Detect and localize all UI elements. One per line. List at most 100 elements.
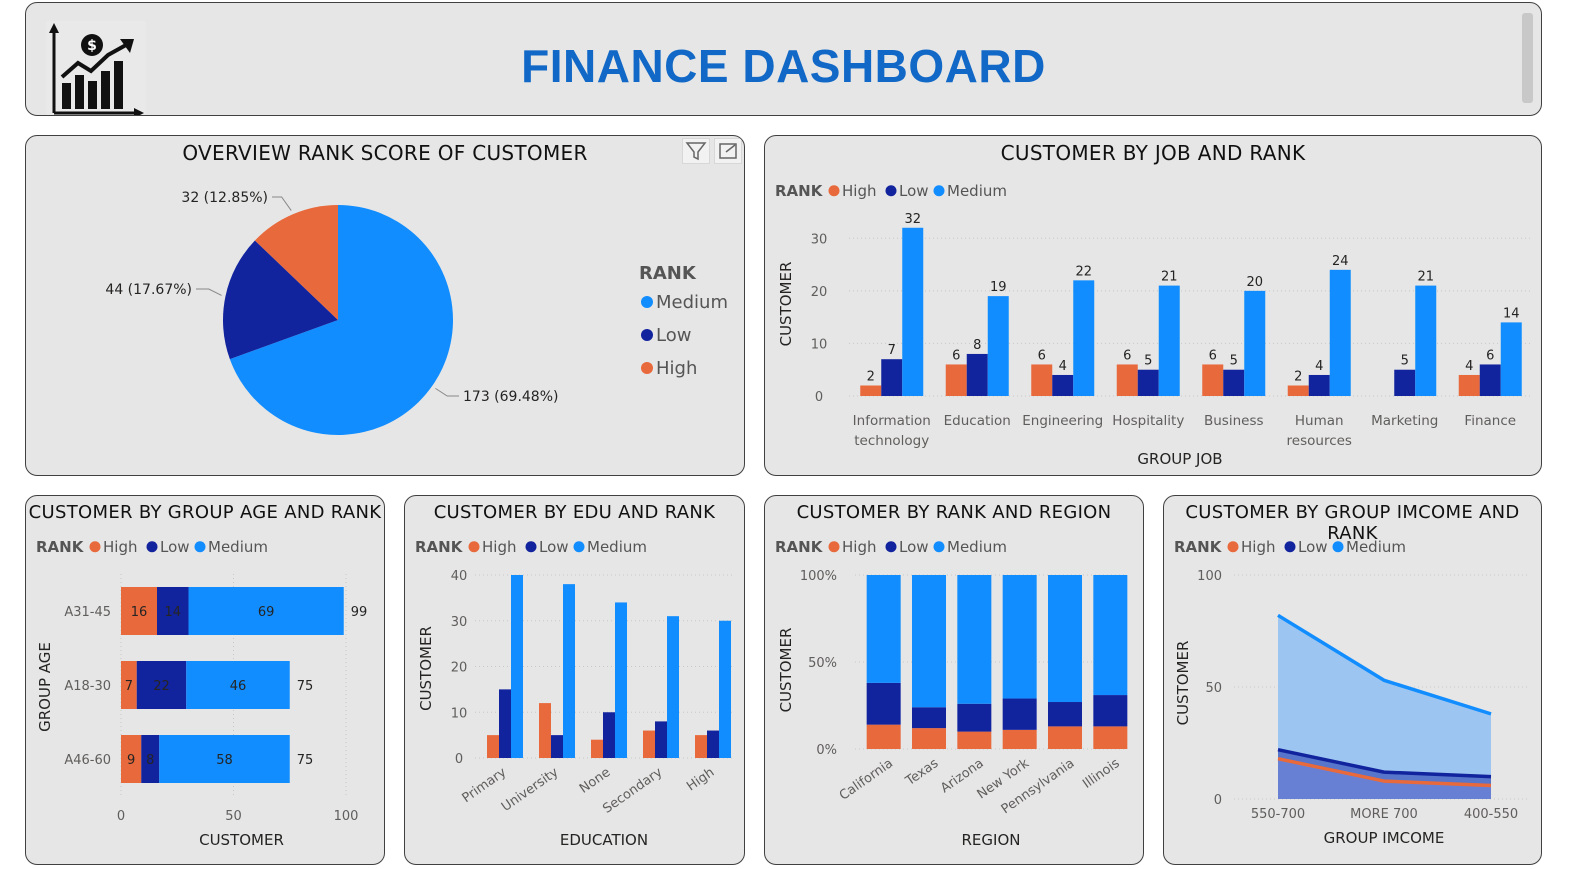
income-line-high	[1277, 756, 1492, 788]
region-x-tick: Illinois	[1080, 756, 1123, 792]
edu-chart-title: CUSTOMER BY EDU AND RANK	[433, 502, 716, 523]
job-bar-low	[966, 353, 988, 396]
job-legend-dot-high	[828, 185, 840, 197]
age-bar-medium	[188, 587, 344, 635]
job-bar-medium	[1329, 269, 1351, 396]
job-y-tick: 10	[811, 337, 828, 352]
pie-legend-label-medium: Medium	[656, 292, 728, 313]
job-data-label: 7	[888, 343, 896, 358]
age-data-label: 58	[216, 753, 233, 768]
job-bar-low	[1479, 364, 1501, 396]
age-data-label: 22	[153, 679, 170, 694]
dashboard-title: FINANCE DASHBOARD	[521, 40, 1046, 92]
edu-legend-dot-medium	[573, 541, 585, 553]
region-legend-dot-high	[828, 541, 840, 553]
job-bar-medium	[902, 227, 924, 396]
job-bar-high	[1116, 364, 1138, 396]
region-y-tick: 100%	[800, 569, 837, 584]
income-legend-label-medium: Medium	[1346, 538, 1406, 556]
job-data-label: 4	[1465, 359, 1473, 374]
region-bar-high	[912, 728, 946, 749]
job-bar-medium	[987, 296, 1009, 396]
edu-bar-low	[499, 689, 511, 758]
edu-legend-dot-high	[468, 541, 480, 553]
focus-mode-button[interactable]	[714, 138, 742, 164]
age-legend-label-low: Low	[160, 538, 190, 556]
job-bar-high	[1031, 364, 1053, 396]
region-legend-label-high: High	[842, 538, 876, 556]
job-data-label: 20	[1246, 275, 1263, 290]
age-x-tick: 0	[117, 809, 125, 824]
edu-legend-title: RANK	[415, 538, 464, 556]
job-data-label: 4	[1315, 359, 1323, 374]
job-bar-medium	[1244, 290, 1266, 396]
age-legend-label-medium: Medium	[208, 538, 268, 556]
edu-y-tick: 10	[451, 706, 468, 721]
region-x-axis-label: REGION	[962, 831, 1021, 849]
edu-panel: CUSTOMER BY EDU AND RANK RANK High Low Medi…	[404, 495, 745, 865]
region-bar-low	[912, 707, 946, 729]
region-bar-high	[957, 731, 992, 749]
income-legend-title: RANK	[1174, 538, 1223, 556]
edu-legend-label-high: High	[482, 538, 516, 556]
age-total-label: 75	[297, 753, 314, 768]
pie-slice-medium	[229, 205, 453, 435]
age-data-label: 69	[258, 605, 275, 620]
pie-leader-line	[196, 288, 222, 296]
edu-bar-medium	[615, 602, 627, 758]
age-data-label: 7	[125, 679, 133, 694]
age-data-label: 16	[131, 605, 148, 620]
region-y-axis-label: CUSTOMER	[777, 628, 795, 713]
region-x-tick: Texas	[902, 756, 941, 790]
job-data-label: 5	[1230, 354, 1238, 369]
job-data-label: 8	[973, 338, 981, 353]
region-panel: CUSTOMER BY RANK AND REGION RANK High Low M…	[764, 495, 1144, 865]
income-legend-dot-high	[1227, 541, 1239, 553]
edu-bar-medium	[667, 616, 679, 758]
income-y-tick: 100	[1197, 569, 1222, 584]
scrollbar[interactable]	[1522, 13, 1533, 103]
region-y-tick: 0%	[816, 743, 837, 758]
income-area-chart: RANK High Low Medium 0 50 100 CUSTOMER GROUP IMC…	[1174, 538, 1529, 847]
age-total-label: 99	[351, 605, 368, 620]
job-data-label: 5	[1401, 354, 1409, 369]
age-legend-dot-low	[146, 541, 158, 553]
job-data-label: 6	[1486, 348, 1494, 363]
job-y-tick: 0	[815, 390, 823, 405]
age-bar-high	[121, 661, 137, 709]
filter-button[interactable]	[682, 138, 710, 164]
edu-x-tick: High	[684, 765, 717, 794]
income-x-axis-label: GROUP IMCOME	[1324, 829, 1445, 847]
pie-chart: 173 (69.48%) 44 (17.67%) 32 (12.85%) RANK Me…	[105, 190, 728, 435]
job-legend-dot-low	[885, 185, 897, 197]
edu-bar-low	[655, 721, 667, 758]
region-bar-low	[1048, 702, 1082, 727]
region-legend-dot-low	[885, 541, 897, 553]
job-bar-medium	[1500, 322, 1522, 396]
job-bar-low	[1394, 369, 1416, 396]
pie-legend-dot-low	[641, 329, 653, 341]
income-x-tick: 550-700	[1251, 807, 1305, 822]
region-bar-low	[866, 682, 901, 725]
edu-bar-medium	[563, 584, 575, 758]
age-y-tick: A46-60	[64, 753, 111, 768]
income-legend-dot-medium	[1332, 541, 1344, 553]
job-bar-medium	[1073, 280, 1095, 396]
edu-legend-dot-low	[525, 541, 537, 553]
pie-legend-label-low: Low	[656, 325, 691, 346]
job-data-label: 5	[1144, 354, 1152, 369]
age-data-label: 46	[230, 679, 247, 694]
age-data-label: 9	[127, 753, 135, 768]
income-x-tick: MORE 700	[1350, 807, 1418, 822]
job-x-tick: Human	[1295, 413, 1344, 429]
age-y-tick: A31-45	[64, 605, 111, 620]
filter-icon	[685, 142, 707, 161]
age-bar-low	[136, 661, 187, 709]
region-bar-high	[866, 724, 901, 749]
edu-bar-high	[487, 735, 499, 758]
age-x-tick: 50	[225, 809, 242, 824]
job-data-label: 4	[1059, 359, 1067, 374]
job-panel: CUSTOMER BY JOB AND RANK RANK High Low Medi…	[764, 135, 1542, 476]
region-legend-dot-medium	[933, 541, 945, 553]
job-data-label: 2	[867, 369, 875, 384]
